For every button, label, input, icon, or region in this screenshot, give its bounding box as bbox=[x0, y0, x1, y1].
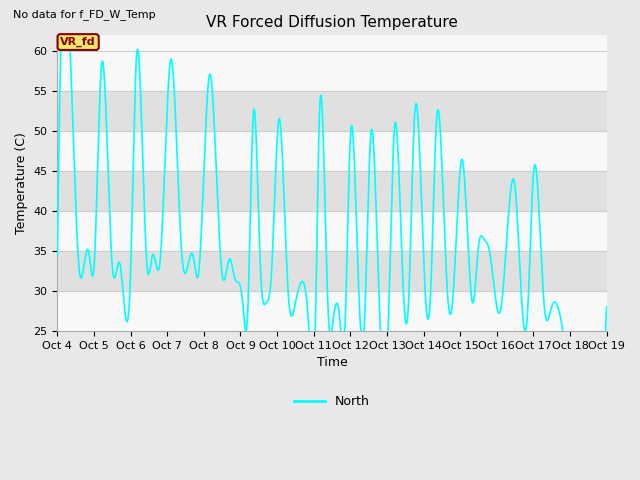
X-axis label: Time: Time bbox=[317, 356, 348, 369]
Legend: North: North bbox=[289, 390, 375, 413]
Y-axis label: Temperature (C): Temperature (C) bbox=[15, 132, 28, 234]
Text: VR_fd: VR_fd bbox=[60, 37, 96, 47]
Bar bbox=[58, 171, 607, 211]
Text: No data for f_FD_W_Temp: No data for f_FD_W_Temp bbox=[13, 9, 156, 20]
Bar bbox=[58, 251, 607, 291]
Bar bbox=[58, 91, 607, 131]
Title: VR Forced Diffusion Temperature: VR Forced Diffusion Temperature bbox=[206, 15, 458, 30]
